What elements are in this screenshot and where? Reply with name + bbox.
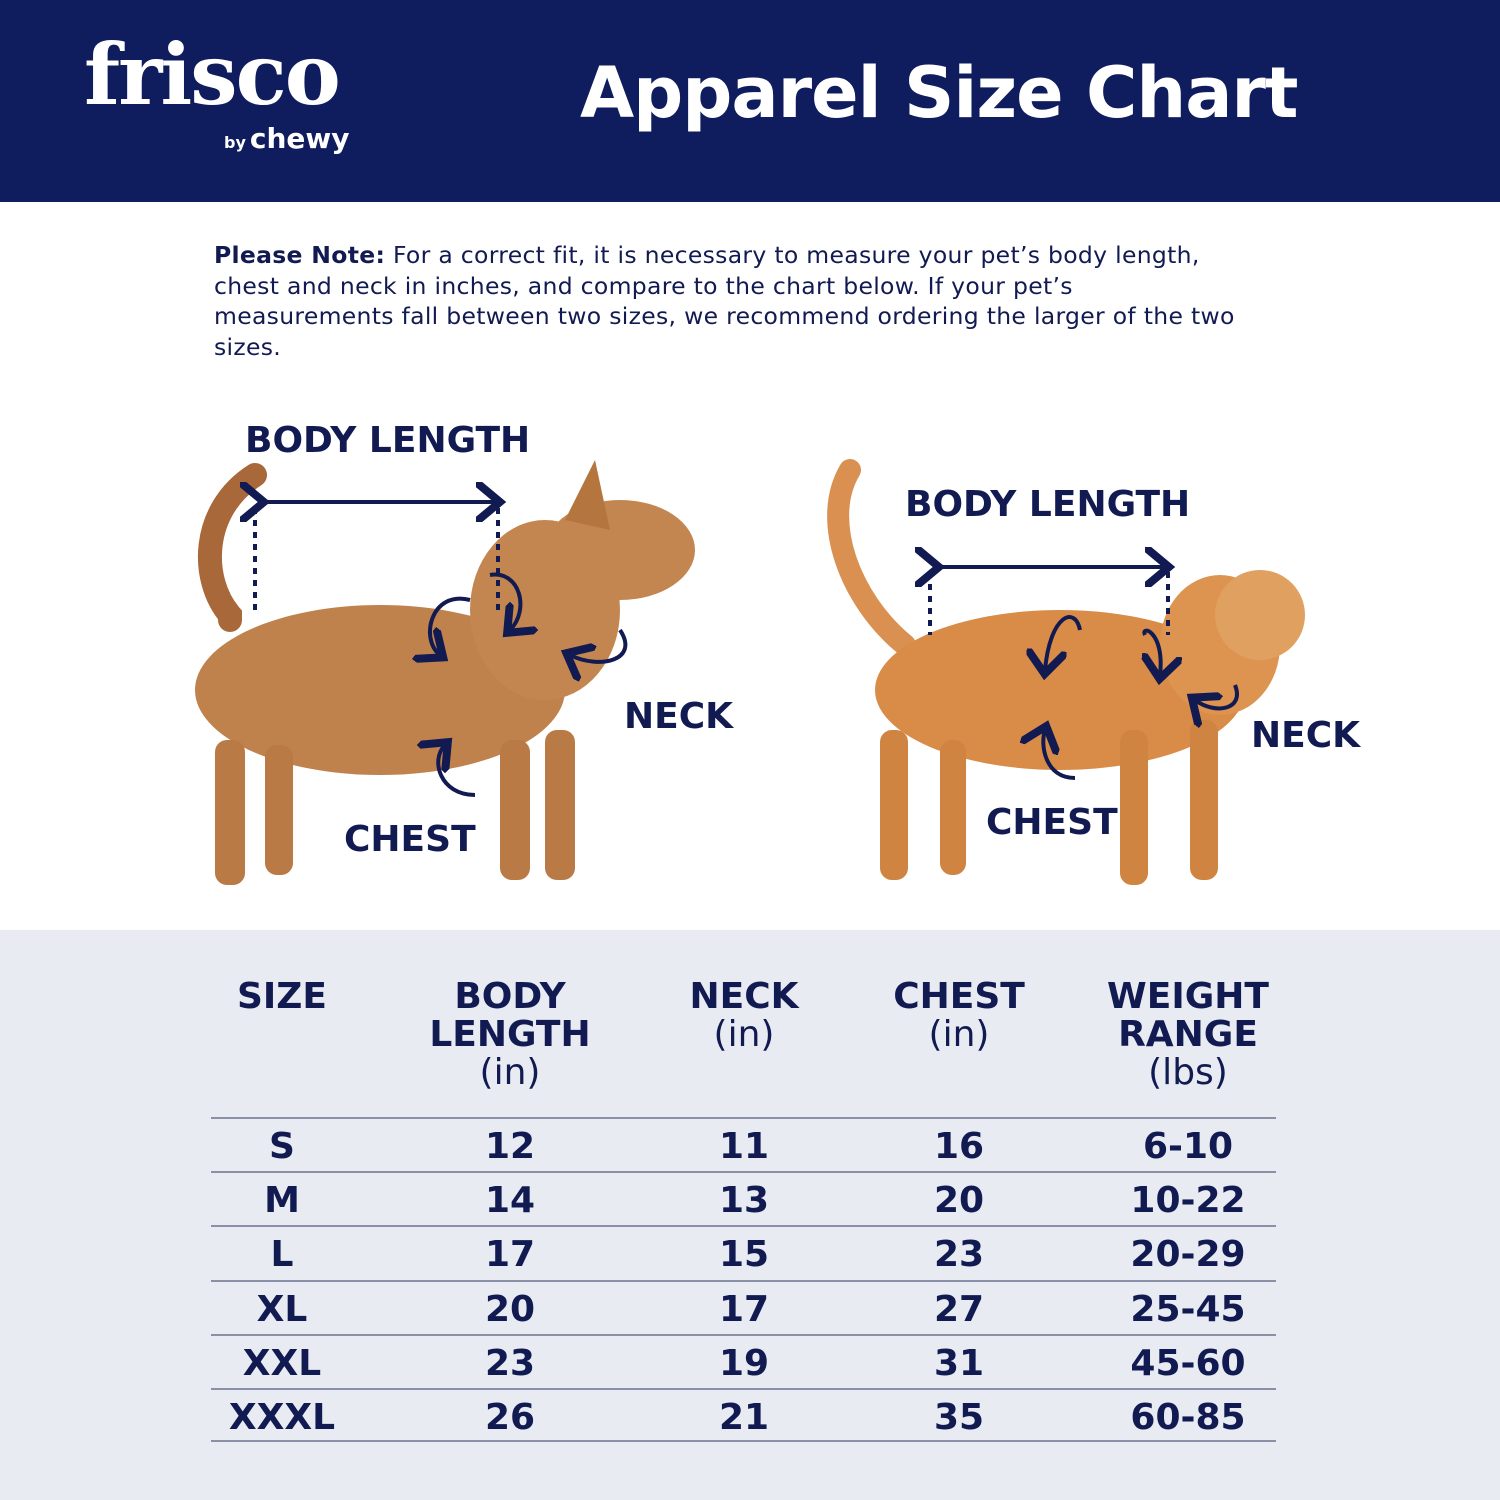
logo-chewy: chewy bbox=[249, 122, 350, 155]
table-cell: 20-29 bbox=[1130, 1234, 1246, 1276]
dog-body-length-label: BODY LENGTH bbox=[245, 420, 531, 461]
table-cell: L bbox=[270, 1234, 294, 1276]
table-cell: 45-60 bbox=[1130, 1342, 1246, 1384]
header-weight-range: WEIGHT RANGE (lbs) bbox=[1107, 976, 1269, 1093]
dog-chest-label: CHEST bbox=[344, 819, 476, 860]
table-row: XXXL 26 21 35 60-85 bbox=[211, 1388, 1276, 1442]
fit-note: Please Note: For a correct fit, it is ne… bbox=[214, 240, 1254, 362]
table-cell: 17 bbox=[718, 1288, 770, 1330]
table-cell: S bbox=[269, 1126, 295, 1167]
page-title: Apparel Size Chart bbox=[580, 52, 1298, 134]
table-row: S 12 11 16 6-10 bbox=[211, 1117, 1276, 1171]
dog-neck-label: NECK bbox=[624, 696, 734, 737]
measurement-arrows bbox=[255, 502, 1239, 797]
table-row: XXL 23 19 31 45-60 bbox=[211, 1333, 1276, 1388]
table-cell: 20 bbox=[484, 1288, 536, 1330]
table-cell: 6-10 bbox=[1142, 1126, 1234, 1167]
note-label: Please Note: bbox=[214, 241, 386, 269]
table-cell: 25-45 bbox=[1130, 1288, 1246, 1330]
table-cell: XXXL bbox=[228, 1397, 336, 1438]
table-row: L 17 15 23 20-29 bbox=[211, 1225, 1276, 1279]
table-row: M 14 13 20 10-22 bbox=[211, 1171, 1276, 1225]
header-size: SIZE bbox=[236, 976, 328, 1017]
table-cell: 21 bbox=[718, 1397, 770, 1438]
cat-chest-label: CHEST bbox=[986, 802, 1118, 843]
table-cell: M bbox=[264, 1180, 300, 1222]
pet-measurement-illustration bbox=[195, 459, 1305, 885]
note-text: For a correct fit, it is necessary to me… bbox=[214, 241, 1235, 361]
size-table: SIZE BODY LENGTH (in) NECK (in) CHEST (in) … bbox=[0, 930, 1500, 1500]
cat-neck-label: NECK bbox=[1251, 715, 1361, 756]
table-cell: 19 bbox=[718, 1342, 770, 1384]
table-cell: 13 bbox=[718, 1180, 770, 1222]
table-cell: XL bbox=[256, 1288, 308, 1330]
header-chest: CHEST (in) bbox=[893, 976, 1025, 1055]
table-cell: 26 bbox=[484, 1397, 536, 1438]
table-cell: 35 bbox=[933, 1397, 985, 1438]
table-cell: 15 bbox=[718, 1234, 770, 1276]
header-banner: frisco by chewy Apparel Size Chart bbox=[0, 0, 1500, 202]
logo-by: by bbox=[224, 133, 246, 152]
dog-image bbox=[195, 460, 695, 885]
table-cell: 12 bbox=[484, 1126, 536, 1167]
logo-brand: frisco bbox=[84, 25, 341, 124]
cat-body-length-label: BODY LENGTH bbox=[905, 484, 1191, 525]
table-cell: 17 bbox=[484, 1234, 536, 1276]
header-body-length: BODY LENGTH (in) bbox=[429, 976, 591, 1093]
table-cell: 23 bbox=[933, 1234, 985, 1276]
table-cell: 16 bbox=[933, 1126, 985, 1167]
table-cell: 14 bbox=[484, 1180, 536, 1222]
table-cell: 60-85 bbox=[1130, 1397, 1246, 1438]
table-cell: 27 bbox=[933, 1288, 985, 1330]
table-cell: XXL bbox=[242, 1342, 322, 1384]
table-cell: 31 bbox=[933, 1342, 985, 1384]
table-cell: 23 bbox=[484, 1342, 536, 1384]
cat-image bbox=[827, 459, 1305, 885]
table-row: XL 20 17 27 25-45 bbox=[211, 1279, 1276, 1334]
header-neck: NECK (in) bbox=[689, 976, 799, 1055]
frisco-logo: frisco by chewy bbox=[84, 25, 350, 156]
table-cell: 11 bbox=[718, 1126, 770, 1167]
table-cell: 10-22 bbox=[1130, 1180, 1246, 1222]
table-cell: 20 bbox=[933, 1180, 985, 1222]
